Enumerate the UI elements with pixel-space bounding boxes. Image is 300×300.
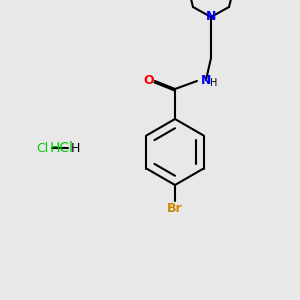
- Text: H: H: [70, 142, 80, 154]
- Text: HCl: HCl: [50, 141, 74, 155]
- Text: H: H: [210, 78, 218, 88]
- Text: O: O: [144, 74, 154, 86]
- Text: N: N: [201, 74, 211, 86]
- Text: Br: Br: [167, 202, 183, 214]
- Text: Cl: Cl: [36, 142, 48, 154]
- Text: N: N: [206, 11, 216, 23]
